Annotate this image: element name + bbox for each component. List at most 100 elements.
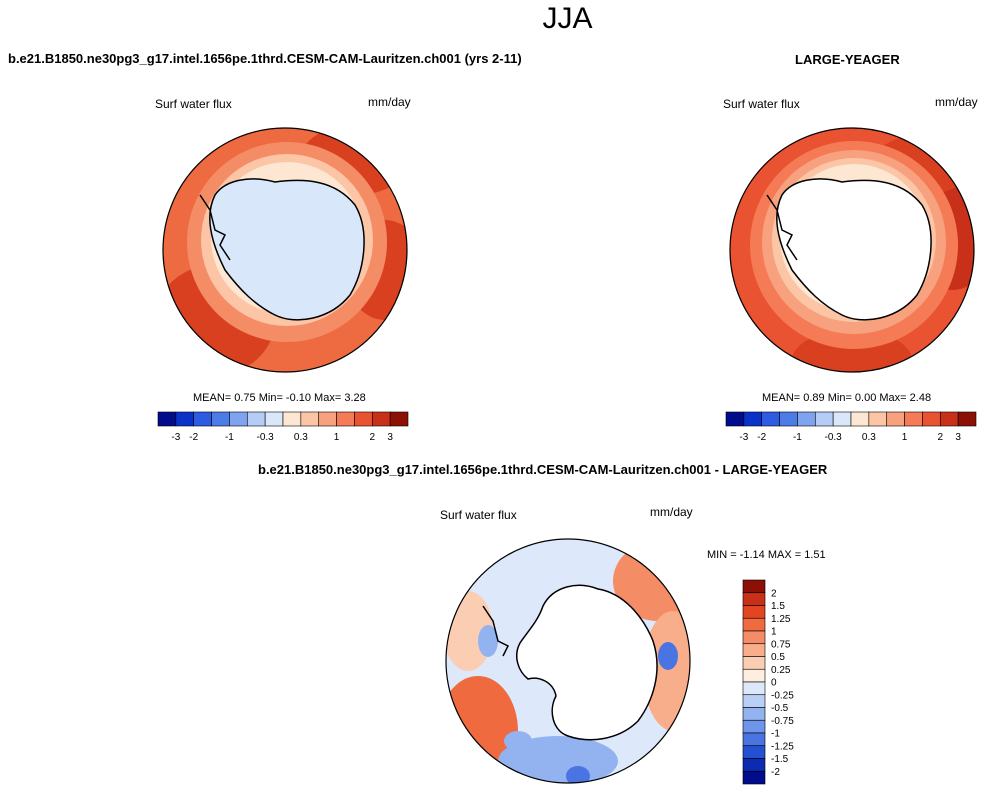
diff-colorbar-swatch <box>742 630 766 645</box>
right-colorbar-swatch <box>939 411 959 427</box>
diff-colorbar-swatch <box>742 656 766 670</box>
diff-colorbar-tick-label: -0.25 <box>771 690 794 701</box>
left-polar-map <box>162 127 408 373</box>
left-colorbar-swatch <box>246 411 266 427</box>
right-colorbar-swatch <box>725 411 745 427</box>
left-units-label: mm/day <box>368 95 411 109</box>
left-antarctica-outline <box>209 178 365 321</box>
left-colorbar-tick-label: -2 <box>189 432 198 443</box>
diff-colorbar-tick-label: 0.75 <box>771 639 791 650</box>
left-colorbar: -3 -2 -1 -0.3 0.3 1 2 3 <box>157 411 409 443</box>
right-colorbar-tick-label: 3 <box>955 432 961 443</box>
left-colorbar-swatch <box>282 411 302 427</box>
left-colorbar-tick-label: 3 <box>387 432 393 443</box>
diff-colorbar-swatch <box>742 605 766 619</box>
left-colorbar-swatch <box>229 411 248 427</box>
right-polar-map <box>729 127 975 373</box>
right-colorbar-tick-label: 2 <box>938 432 944 443</box>
diff-case-title: b.e21.B1850.ne30pg3_g17.intel.1656pe.1th… <box>258 462 828 477</box>
right-colorbar-swatch <box>868 411 888 427</box>
diff-colorbar-swatch <box>742 707 766 721</box>
diff-colorbar-swatch <box>742 719 766 734</box>
right-colorbar-swatch <box>832 411 852 427</box>
right-colorbar-tick-label: -3 <box>739 432 748 443</box>
diff-colorbar-swatch <box>742 579 766 594</box>
right-colorbar-swatch <box>904 411 923 427</box>
diff-variable-label: Surf water flux <box>440 508 517 522</box>
diff-colorbar-tick-label: 0 <box>771 678 777 689</box>
diff-colorbar-tick-label: -1.25 <box>771 741 794 752</box>
diff-colorbar-tick-label: -0.75 <box>771 716 794 727</box>
left-colorbar-swatch <box>318 411 337 427</box>
diff-colorbar-tick-label: 1 <box>771 627 777 638</box>
diff-colorbar-tick-label: 0.5 <box>771 652 785 663</box>
diff-colorbar-swatch <box>742 643 766 657</box>
left-variable-label: Surf water flux <box>155 97 232 111</box>
right-case-title: LARGE-YEAGER <box>795 52 900 67</box>
left-colorbar-swatch <box>175 411 195 427</box>
right-colorbar-swatch <box>814 411 834 427</box>
diff-colorbar-swatch <box>742 694 766 708</box>
left-colorbar-swatch <box>211 411 230 427</box>
left-colorbar-swatch <box>300 411 320 427</box>
right-colorbar-tick-label: 1 <box>902 432 908 443</box>
left-colorbar-swatch <box>264 411 284 427</box>
right-colorbar-tick-label: -1 <box>793 432 802 443</box>
diff-polar-map <box>445 538 691 784</box>
diff-colorbar-swatch <box>742 770 766 785</box>
left-colorbar-swatch <box>371 411 391 427</box>
right-colorbar-swatch <box>779 411 798 427</box>
season-title: JJA <box>542 2 593 35</box>
diff-colorbar-tick-label: 0.25 <box>771 665 791 676</box>
diff-colorbar-tick-label: 2 <box>771 588 777 599</box>
right-colorbar-swatch <box>922 411 941 427</box>
diff-colorbar-swatch <box>742 745 766 759</box>
diff-colorbar-swatch <box>742 668 766 683</box>
right-variable-label: Surf water flux <box>723 97 800 111</box>
left-colorbar-tick-label: 1 <box>334 432 340 443</box>
right-colorbar-swatch <box>761 411 780 427</box>
diff-colorbar-swatch <box>742 758 766 772</box>
left-map-border <box>162 127 408 373</box>
right-colorbar: -3 -2 -1 -0.3 0.3 1 2 3 <box>725 411 977 443</box>
diff-colorbar-tick-label: 1.5 <box>771 601 785 612</box>
right-colorbar-swatch <box>886 411 905 427</box>
left-colorbar-tick-label: -3 <box>171 432 180 443</box>
right-colorbar-tick-label: -2 <box>757 432 766 443</box>
diff-colorbar-swatch <box>742 681 766 696</box>
left-colorbar-swatch <box>336 411 355 427</box>
diff-stats: MIN = -1.14 MAX = 1.51 <box>707 549 826 561</box>
diff-colorbar-tick-label: 1.25 <box>771 614 791 625</box>
diff-map-border <box>445 538 691 784</box>
left-colorbar-tick-label: -1 <box>225 432 234 443</box>
left-colorbar-swatch <box>389 411 409 427</box>
diff-colorbar-swatch <box>742 732 766 747</box>
right-antarctica-outline <box>776 178 932 321</box>
right-units-label: mm/day <box>935 95 978 109</box>
diff-colorbar-tick-label: -1 <box>771 729 780 740</box>
right-stats: MEAN= 0.89 Min= 0.00 Max= 2.48 <box>762 392 932 404</box>
right-colorbar-swatch <box>850 411 870 427</box>
diff-units-label: mm/day <box>650 505 693 519</box>
left-colorbar-tick-label: 0.3 <box>294 432 308 443</box>
right-colorbar-tick-label: 0.3 <box>862 432 876 443</box>
left-colorbar-tick-label: -0.3 <box>257 432 275 443</box>
right-colorbar-swatch <box>957 411 977 427</box>
right-colorbar-tick-label: -0.3 <box>825 432 843 443</box>
left-colorbar-swatch <box>354 411 373 427</box>
left-stats: MEAN= 0.75 Min= -0.10 Max= 3.28 <box>193 392 366 404</box>
diff-colorbar-swatch <box>742 592 766 606</box>
left-colorbar-swatch <box>193 411 212 427</box>
left-case-title: b.e21.B1850.ne30pg3_g17.intel.1656pe.1th… <box>8 51 522 66</box>
right-colorbar-swatch <box>797 411 816 427</box>
diff-colorbar-tick-label: -2 <box>771 767 780 778</box>
right-map-border <box>729 127 975 373</box>
diff-colorbar: 21.51.2510.750.50.250-0.25-0.5-0.75-1-1.… <box>742 579 794 785</box>
diff-colorbar-swatch <box>742 617 766 632</box>
left-colorbar-swatch <box>157 411 177 427</box>
diff-colorbar-tick-label: -1.5 <box>771 754 789 765</box>
right-colorbar-swatch <box>743 411 763 427</box>
left-colorbar-tick-label: 2 <box>370 432 376 443</box>
diff-antarctica-outline <box>516 584 658 741</box>
diff-colorbar-tick-label: -0.5 <box>771 703 789 714</box>
